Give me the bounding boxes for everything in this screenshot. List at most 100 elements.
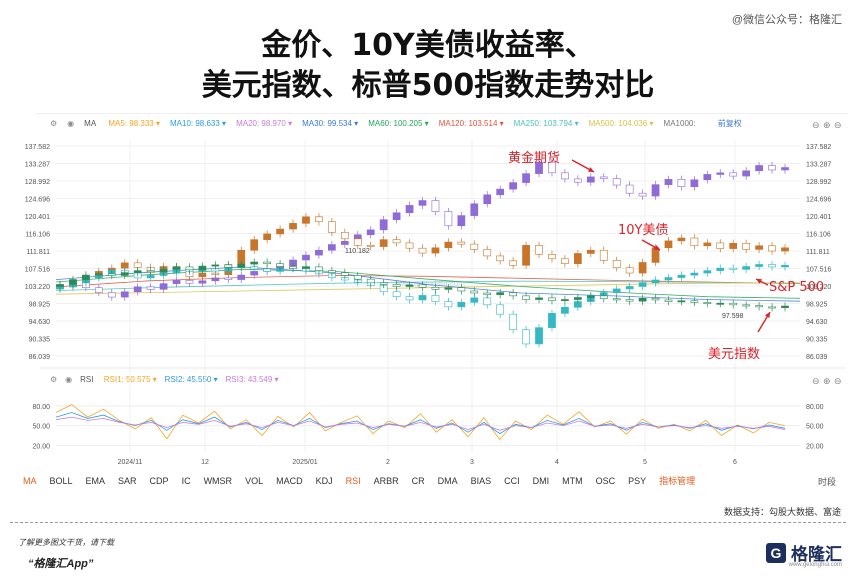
rsi-zoom-out-icon[interactable]: ⊖ bbox=[812, 377, 820, 387]
spx-candle bbox=[742, 266, 751, 270]
settings-icon[interactable]: ⚙ bbox=[50, 119, 58, 128]
rsi-zoom-out-icon[interactable]: ⊖ bbox=[834, 377, 842, 387]
indicator-tab[interactable]: PSY bbox=[628, 476, 647, 486]
dxy-candle bbox=[69, 279, 77, 285]
x-tick-label: 12 bbox=[201, 459, 209, 466]
ust-candle bbox=[496, 255, 505, 262]
ma-legend-item[interactable]: MA30: 99.534 ▾ bbox=[302, 119, 359, 128]
y-tick-label-right: 111.811 bbox=[806, 249, 830, 256]
rsi-legend-item[interactable]: RSI3: 43.549 ▾ bbox=[225, 375, 279, 384]
ma-legend-item[interactable]: MA60: 100.205 ▾ bbox=[368, 119, 429, 128]
eye-icon[interactable]: ◉ bbox=[67, 119, 75, 128]
annotation-ust: 10Y美债 bbox=[618, 223, 668, 238]
period-button[interactable]: 时段 bbox=[817, 477, 836, 487]
y-tick-label-left: 137.582 bbox=[25, 144, 50, 151]
spx-candle bbox=[483, 297, 492, 306]
watermark-account: @微信公众号：格隆汇 bbox=[731, 14, 842, 26]
indicator-tab[interactable]: KDJ bbox=[315, 476, 333, 486]
ust-candle bbox=[573, 253, 582, 264]
settings-icon[interactable]: ⚙ bbox=[50, 375, 58, 384]
spx-candle bbox=[651, 279, 660, 284]
value-label: 110.182 bbox=[345, 248, 370, 255]
ma-legend-item[interactable]: MA5: 98.333 ▾ bbox=[108, 119, 160, 128]
indicator-tab[interactable]: MA bbox=[23, 476, 37, 486]
indicator-tab[interactable]: CDP bbox=[149, 476, 169, 486]
spx-candle bbox=[444, 301, 453, 308]
annotation-arrow-head bbox=[764, 312, 770, 318]
dxy-candle bbox=[237, 263, 246, 268]
dxy-candle bbox=[781, 305, 789, 308]
dxy-candle bbox=[289, 266, 297, 269]
gold-candle bbox=[781, 167, 789, 171]
indicator-tab[interactable]: MTM bbox=[562, 476, 583, 486]
indicator-tab[interactable]: SAR bbox=[118, 476, 137, 486]
ust-candle bbox=[366, 245, 375, 247]
annotation-arrow-head bbox=[588, 167, 594, 172]
rsi-zoom-in-icon[interactable]: ⊕ bbox=[823, 377, 831, 387]
dxy-candle bbox=[522, 295, 530, 300]
dxy-candle bbox=[483, 292, 492, 295]
ma-legend-item[interactable]: MA1000: bbox=[663, 119, 696, 128]
dxy-candle bbox=[638, 298, 647, 302]
indicator-tab[interactable]: BIAS bbox=[470, 476, 492, 486]
indicator-tab[interactable]: WMSR bbox=[203, 476, 233, 486]
indicator-tab[interactable]: CR bbox=[411, 476, 425, 486]
gold-candle bbox=[211, 277, 220, 282]
gold-candle bbox=[133, 286, 142, 293]
ust-candle bbox=[276, 228, 284, 235]
zoom-out-icon[interactable]: ⊖ bbox=[812, 121, 820, 131]
indicator-tab[interactable]: ARBR bbox=[373, 476, 399, 486]
indicator-tab[interactable]: 指标管理 bbox=[659, 476, 696, 486]
restore-adjust-button[interactable]: 前复权 bbox=[717, 119, 742, 128]
rsi-tick-label-left: 80.00 bbox=[32, 404, 50, 411]
indicator-tab[interactable]: VOL bbox=[245, 476, 264, 486]
dxy-candle bbox=[120, 272, 129, 276]
rsi-tick-label-right: 50.00 bbox=[806, 424, 824, 431]
gold-candle bbox=[509, 182, 517, 190]
y-tick-label-right: 116.106 bbox=[806, 231, 831, 238]
ma-legend-item[interactable]: MA120: 103.514 ▾ bbox=[438, 119, 504, 128]
zoom-out-icon[interactable]: ⊖ bbox=[834, 121, 842, 131]
spx-candle bbox=[418, 295, 427, 301]
ust-candle bbox=[599, 249, 608, 261]
indicator-tab[interactable]: BOLL bbox=[49, 476, 73, 486]
spx-candle bbox=[470, 297, 479, 303]
indicator-tab[interactable]: MACD bbox=[276, 476, 303, 486]
gold-candle bbox=[612, 178, 621, 186]
gold-candle bbox=[573, 178, 582, 183]
dxy-candle bbox=[677, 300, 686, 303]
ma-legend-item[interactable]: MA10: 98.633 ▾ bbox=[170, 119, 227, 128]
indicator-tab[interactable]: DMI bbox=[532, 476, 550, 486]
dxy-candle bbox=[548, 297, 556, 302]
indicator-tab[interactable]: DMA bbox=[437, 476, 458, 486]
indicator-tab[interactable]: RSI bbox=[345, 476, 361, 486]
spx-candle bbox=[703, 270, 712, 274]
gold-candle bbox=[146, 286, 155, 290]
x-tick-label: 2024/11 bbox=[118, 459, 143, 466]
rsi-legend-item[interactable]: RSI2: 45.550 ▾ bbox=[164, 375, 218, 384]
rsi-line-rsi3 bbox=[55, 416, 786, 431]
ma-legend-item[interactable]: MA250: 103.794 ▾ bbox=[513, 119, 579, 128]
eye-icon[interactable]: ◉ bbox=[65, 375, 73, 384]
ma-legend-item[interactable]: MA500: 104.036 ▾ bbox=[588, 119, 654, 128]
spx-candle bbox=[638, 282, 647, 287]
title-line-1: 金价、10Y美债收益率、 bbox=[261, 28, 595, 63]
ma-legend-item[interactable]: MA20: 98.970 ▾ bbox=[236, 119, 293, 128]
gold-candle bbox=[392, 212, 401, 220]
dxy-candle bbox=[133, 270, 142, 273]
zoom-in-icon[interactable]: ⊕ bbox=[823, 121, 831, 131]
spx-candle bbox=[729, 267, 738, 270]
dxy-candle bbox=[729, 302, 738, 306]
indicator-tab[interactable]: EMA bbox=[85, 476, 106, 486]
indicator-tab[interactable]: OSC bbox=[595, 476, 616, 486]
dxy-candle bbox=[470, 290, 479, 294]
indicator-tab[interactable]: IC bbox=[181, 476, 191, 486]
ust-candle bbox=[405, 242, 414, 249]
dxy-candle bbox=[535, 297, 543, 300]
dxy-candle bbox=[457, 287, 466, 292]
gold-candle bbox=[768, 165, 776, 171]
gold-candle bbox=[328, 244, 336, 251]
dxy-candle bbox=[366, 278, 375, 284]
indicator-tab[interactable]: CCI bbox=[504, 476, 520, 486]
ust-candle bbox=[418, 247, 427, 254]
